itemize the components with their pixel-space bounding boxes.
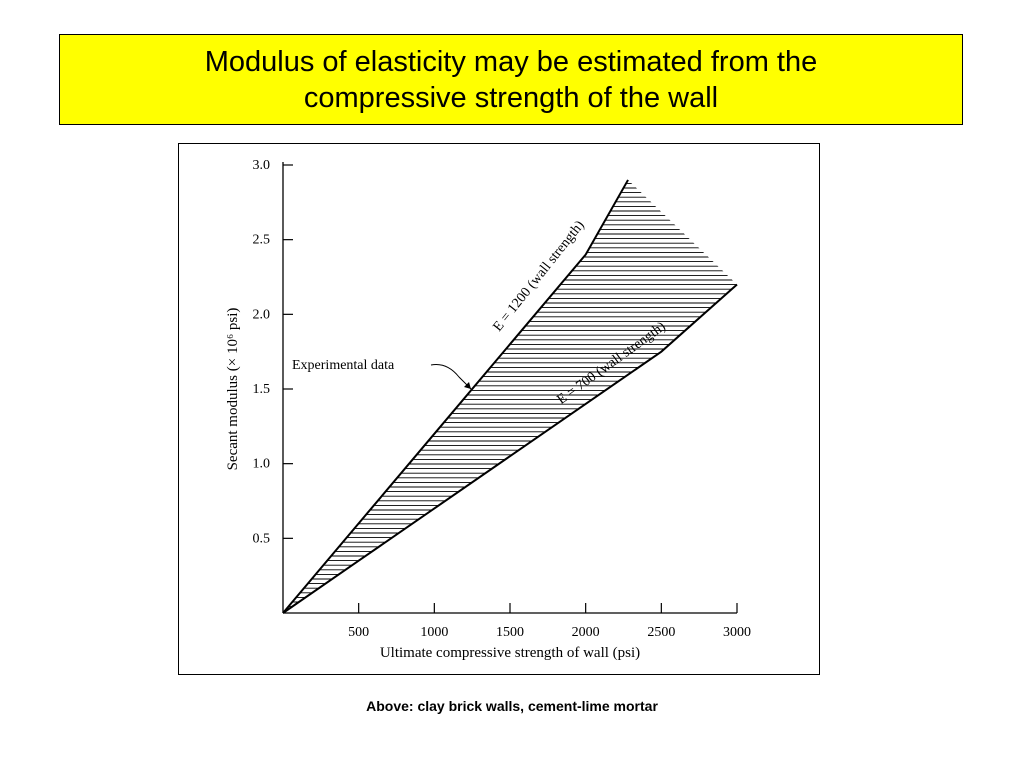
experimental-data-arrowhead <box>464 382 471 389</box>
y-tick-label: 2.5 <box>253 233 271 248</box>
x-tick-label: 3000 <box>723 625 751 640</box>
chart-series <box>282 179 738 614</box>
x-tick-label: 500 <box>348 625 369 640</box>
x-tick-label: 1500 <box>496 625 524 640</box>
y-tick-label: 3.0 <box>253 158 271 173</box>
slide-title-line-2: compressive strength of the wall <box>303 81 719 114</box>
experimental-data-pointer <box>430 364 472 390</box>
slide-title: Modulus of elasticity may be estimated f… <box>59 34 963 125</box>
slide-title-line-1: Modulus of elasticity may be estimated f… <box>204 45 818 78</box>
series-line-lower <box>282 283 738 614</box>
chart-figure: 0.5 1.0 1.5 2.0 2.5 3.0 500 1000 1500 2000 2500 300… <box>178 143 820 675</box>
chart-axes: 0.5 1.0 1.5 2.0 2.5 3.0 500 1000 1500 2000 2500 300… <box>253 158 752 640</box>
lower-line-label: E = 700 (wall strength) <box>555 319 669 408</box>
series-line-upper <box>282 179 629 614</box>
x-tick-label: 1000 <box>420 625 448 640</box>
y-tick-label: 1.5 <box>253 382 271 397</box>
x-tick-label: 2500 <box>647 625 675 640</box>
chart-svg: 0.5 1.0 1.5 2.0 2.5 3.0 500 1000 1500 2000 2500 300… <box>225 158 752 661</box>
y-axis-label: Secant modulus (× 10⁶ psi) <box>225 308 241 471</box>
x-axis-label: Ultimate compressive strength of wall (p… <box>380 645 640 661</box>
x-tick-label: 2000 <box>572 625 600 640</box>
figure-caption: Above: clay brick walls, cement-lime mor… <box>366 698 658 714</box>
y-tick-label: 0.5 <box>253 531 271 546</box>
experimental-data-label: Experimental data <box>292 358 395 373</box>
y-tick-label: 2.0 <box>253 307 271 322</box>
y-tick-label: 1.0 <box>253 457 271 472</box>
experimental-data-hatching <box>283 182 737 612</box>
